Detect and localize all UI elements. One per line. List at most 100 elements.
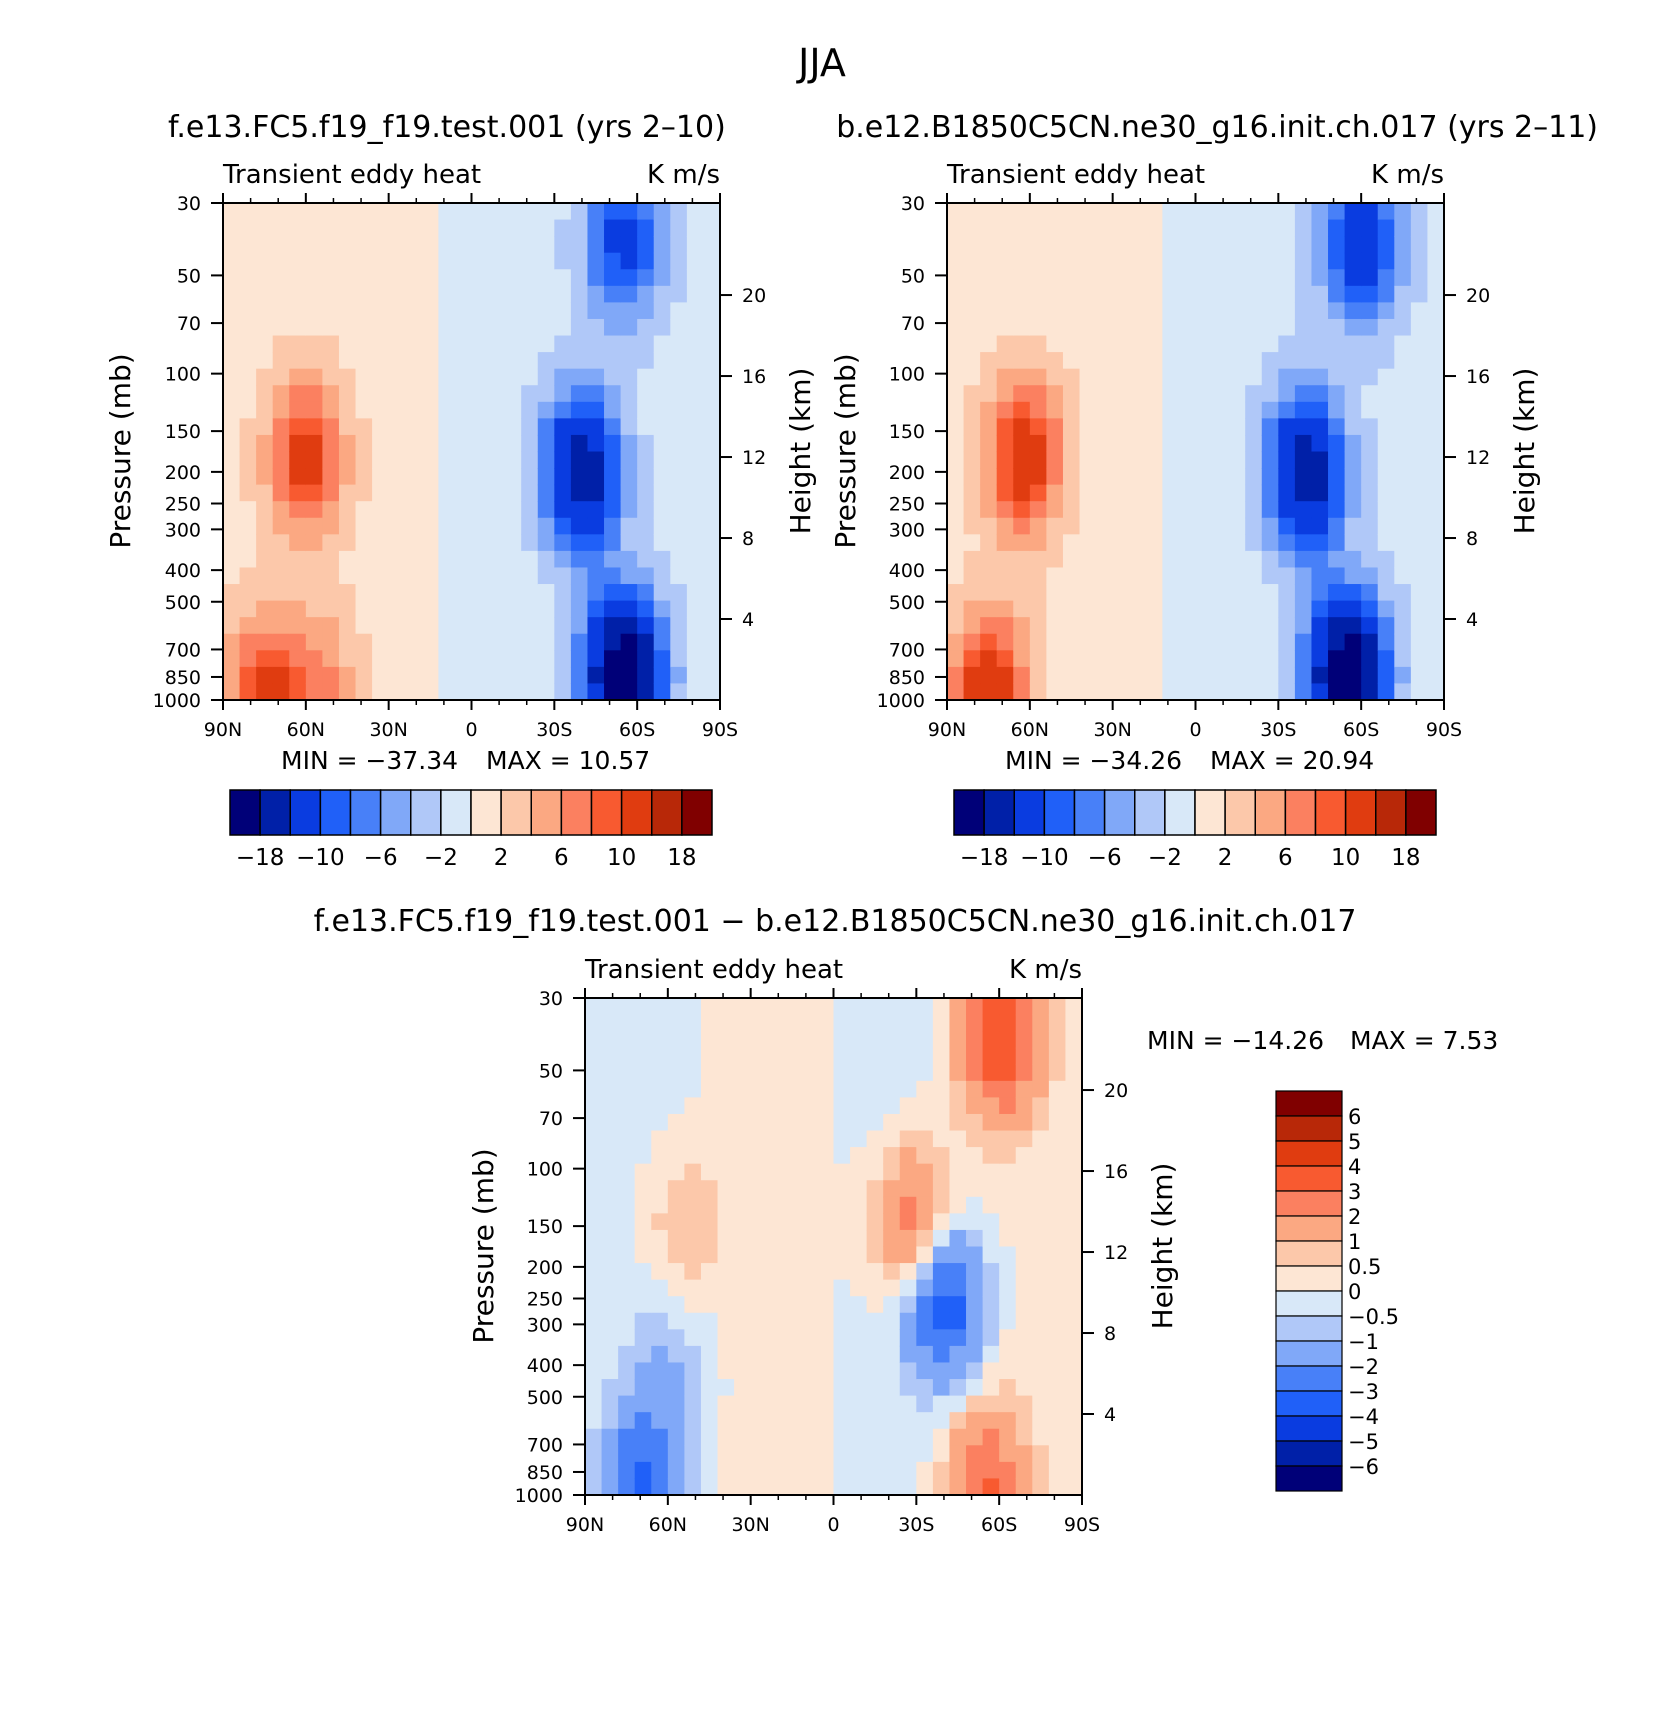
contour-cell <box>338 666 357 685</box>
contour-cell <box>338 418 357 436</box>
contour-cell <box>783 1014 801 1032</box>
contour-cell <box>355 484 373 502</box>
contour-cell <box>1427 683 1444 700</box>
contour-cell <box>338 219 357 237</box>
contour-cell <box>932 1246 951 1264</box>
contour-cell <box>982 1428 1000 1446</box>
contour-cell <box>587 418 605 436</box>
contour-cell <box>684 1130 702 1148</box>
contour-cell <box>585 1279 603 1297</box>
contour-cell <box>949 1478 967 1495</box>
contour-cell <box>684 1461 702 1480</box>
contour-cell <box>1394 501 1412 519</box>
contour-cell <box>883 1113 901 1132</box>
contour-cell <box>604 236 622 254</box>
contour-cell <box>750 1329 768 1347</box>
contour-cell <box>1261 650 1279 668</box>
contour-cell <box>750 1213 768 1231</box>
contour-cell <box>700 1362 719 1380</box>
contour-cell <box>521 385 539 403</box>
contour-cell <box>1311 584 1329 602</box>
contour-cell <box>634 1445 652 1463</box>
contour-cell <box>750 1395 768 1413</box>
contour-cell <box>850 1461 868 1480</box>
contour-cell <box>634 1246 652 1264</box>
contour-cell <box>703 252 720 270</box>
contour-cell <box>488 650 506 668</box>
contour-cell <box>1048 998 1067 1016</box>
contour-cell <box>947 236 965 254</box>
contour-cell <box>634 1213 652 1231</box>
contour-cell <box>883 1047 901 1065</box>
contour-cell <box>1228 302 1246 320</box>
colorbar-label: −18 <box>960 845 1009 871</box>
colorbar-box <box>1013 789 1046 836</box>
contour-cell <box>1294 418 1313 436</box>
contour-cell <box>1145 418 1163 436</box>
contour-cell <box>1065 1246 1082 1264</box>
colorbar-label: −3 <box>1348 1380 1379 1404</box>
contour-cell <box>256 434 274 453</box>
contour-cell <box>1195 203 1213 221</box>
contour-cell <box>800 1064 818 1082</box>
contour-cell <box>537 484 555 502</box>
contour-cell <box>570 269 589 287</box>
contour-cell <box>554 335 572 353</box>
contour-cell <box>651 1445 669 1463</box>
contour-cell <box>653 451 671 469</box>
contour-cell <box>800 1362 818 1380</box>
contour-cell <box>686 666 705 685</box>
contour-cell <box>620 269 638 287</box>
contour-cell <box>1195 683 1213 700</box>
contour-cell <box>537 368 555 386</box>
contour-cell <box>570 318 589 337</box>
contour-cell <box>1145 401 1163 419</box>
contour-cell <box>966 1246 984 1264</box>
contour-cell <box>1394 236 1412 254</box>
contour-cell <box>405 236 423 254</box>
contour-cell <box>601 1196 619 1214</box>
contour-cell <box>521 203 539 221</box>
contour-cell <box>816 1097 835 1115</box>
contour-cell <box>686 683 705 700</box>
contour-cell <box>1212 633 1230 651</box>
contour-cell <box>883 1379 901 1397</box>
contour-cell <box>932 1329 951 1347</box>
contour-cell <box>438 550 456 569</box>
contour-cell <box>980 203 998 221</box>
contour-cell <box>1032 1246 1050 1264</box>
contour-cell <box>999 1180 1017 1198</box>
contour-cell <box>488 434 506 453</box>
contour-cell <box>1079 633 1097 651</box>
contour-cell <box>1410 352 1429 370</box>
contour-cell <box>1427 385 1444 403</box>
contour-cell <box>355 385 373 403</box>
contour-cell <box>488 318 506 337</box>
contour-cell <box>866 1130 884 1148</box>
y-tick-label: 200 <box>889 462 925 484</box>
contour-cell <box>504 617 522 635</box>
contour-cell <box>521 550 539 569</box>
contour-cell <box>1096 203 1114 221</box>
contour-cell <box>1228 352 1246 370</box>
contour-cell <box>850 998 868 1016</box>
contour-cell <box>947 335 965 353</box>
contour-cell <box>1278 484 1296 502</box>
contour-cell <box>388 666 406 685</box>
contour-cell <box>272 584 290 602</box>
contour-cell <box>1245 683 1263 700</box>
contour-cell <box>272 501 290 519</box>
contour-cell <box>322 484 340 502</box>
contour-cell <box>637 285 655 303</box>
contour-cell <box>421 617 439 635</box>
contour-cell <box>239 567 257 585</box>
contour-cell <box>587 318 605 337</box>
contour-cell <box>554 484 572 502</box>
contour-cell <box>833 1263 851 1281</box>
contour-cell <box>1394 517 1412 535</box>
contour-cell <box>883 1445 901 1463</box>
contour-cell <box>717 1229 735 1248</box>
contour-cell <box>1029 269 1047 287</box>
contour-cell <box>767 1445 785 1463</box>
contour-cell <box>932 1113 951 1132</box>
